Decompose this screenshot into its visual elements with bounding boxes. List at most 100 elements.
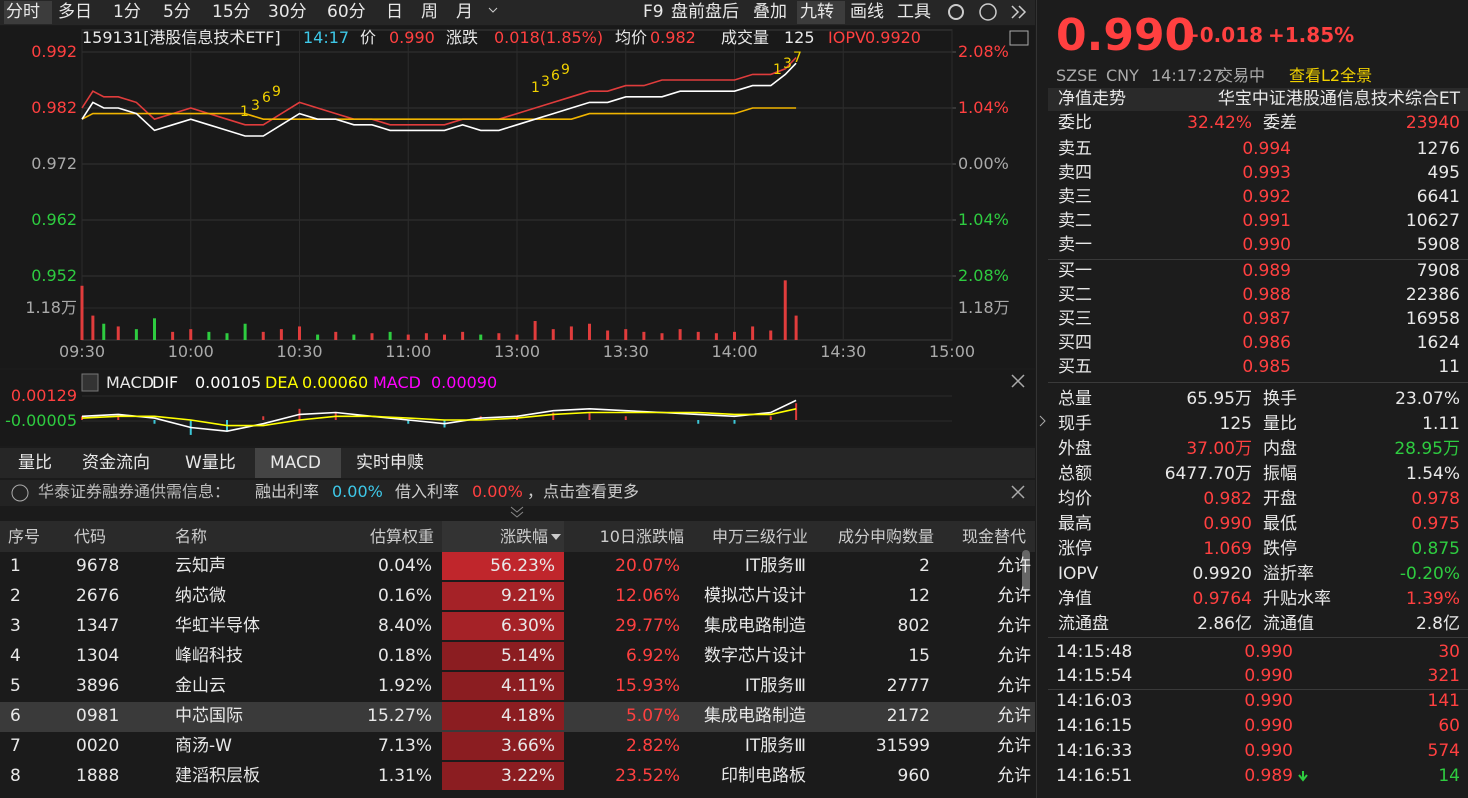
table-cell: 15.93%: [615, 675, 680, 696]
stat-value: 37.00万: [1186, 438, 1252, 459]
trade-time: 14:16:03: [1056, 691, 1133, 712]
stat-label: 内盘: [1263, 438, 1297, 459]
settings-icon[interactable]: [948, 4, 964, 20]
l2-link[interactable]: 查看L2全景: [1289, 66, 1373, 85]
period-tab[interactable]: 1分: [113, 1, 141, 22]
table-cell: 3.22%: [500, 765, 555, 786]
column-header[interactable]: 代码: [74, 527, 107, 546]
scrollbar[interactable]: [1022, 550, 1030, 592]
trade-time: 14:15:48: [1056, 641, 1133, 662]
column-header[interactable]: 现金替代: [962, 527, 1027, 546]
sequence-marker: 3: [541, 74, 550, 90]
stat-value: 0.975: [1411, 513, 1460, 534]
book-label: 卖二: [1058, 210, 1092, 231]
change-cell: [442, 702, 564, 730]
volume-bar: [714, 333, 718, 340]
table-cell: 金山云: [175, 675, 226, 696]
notice-borrow-label: 借入利率: [395, 482, 460, 501]
column-header[interactable]: 10日涨跌幅: [599, 527, 684, 546]
nav-tab[interactable]: 净值走势: [1058, 88, 1126, 109]
period-tab[interactable]: 分时: [6, 1, 40, 22]
period-tab[interactable]: 30分: [268, 1, 307, 22]
book-volume: 10627: [1405, 210, 1460, 231]
volume-bar: [261, 331, 265, 340]
trade-volume: 14: [1438, 765, 1460, 786]
column-header[interactable]: 涨跌幅: [499, 527, 548, 546]
price-line: [81, 57, 797, 126]
table-cell: 29.77%: [615, 615, 680, 636]
stat-value: 1.54%: [1405, 463, 1460, 484]
help-box[interactable]: [81, 373, 99, 392]
book-label: 买二: [1058, 284, 1092, 305]
column-header[interactable]: 估算权重: [369, 527, 434, 546]
close-icon[interactable]: [1011, 485, 1025, 499]
column-header[interactable]: 序号: [8, 527, 41, 546]
volume-bar: [678, 329, 682, 340]
stat-label: 最高: [1058, 513, 1092, 534]
trade-price: 0.990: [1244, 641, 1293, 662]
period-tab[interactable]: 15分: [212, 1, 251, 22]
tool-button[interactable]: 工具: [897, 1, 931, 22]
expand-icon[interactable]: [1011, 5, 1027, 19]
expand-arrow[interactable]: [510, 506, 524, 518]
close-icon[interactable]: [1011, 374, 1025, 388]
volume-bar: [479, 334, 483, 340]
table-cell: 云知声: [175, 555, 226, 576]
sequence-marker: 1: [240, 104, 249, 120]
indicator-tab[interactable]: 量比: [18, 452, 52, 473]
table-cell: 23.52%: [615, 765, 680, 786]
dropdown-icon[interactable]: [488, 7, 498, 13]
period-tab[interactable]: 5分: [163, 1, 191, 22]
column-header[interactable]: 名称: [175, 527, 208, 546]
table-cell: 3896: [76, 675, 120, 696]
indicator-tab[interactable]: MACD: [270, 452, 321, 473]
period-tab[interactable]: 60分: [327, 1, 366, 22]
column-header[interactable]: 申万三级行业: [711, 527, 808, 546]
help-icon[interactable]: [979, 3, 997, 21]
trade-price: 0.990: [1244, 691, 1293, 712]
indicator-tab[interactable]: 实时申赎: [356, 452, 424, 473]
book-volume: 22386: [1405, 284, 1460, 305]
table-cell: 建滔积层板: [175, 765, 260, 786]
ratio-value: 32.42%: [1187, 112, 1252, 133]
collapse-icon[interactable]: [1039, 415, 1046, 427]
indicator-tab[interactable]: 资金流向: [82, 452, 150, 473]
book-label: 买四: [1058, 332, 1092, 353]
table-cell: 0.18%: [377, 645, 432, 666]
volume-bar: [243, 323, 247, 340]
table-cell: IT服务Ⅲ: [744, 555, 806, 576]
period-tab[interactable]: 月: [456, 1, 473, 22]
tool-button[interactable]: 画线: [850, 1, 884, 22]
book-volume: 11: [1438, 356, 1460, 377]
tool-button[interactable]: 盘前盘后: [671, 1, 739, 22]
tool-button[interactable]: 九转: [800, 1, 834, 22]
notice-lend-label: 融出利率: [255, 482, 320, 501]
column-header[interactable]: 成分申购数量: [837, 527, 934, 546]
y2-tick-label: 1.04%: [958, 98, 1009, 117]
period-tab[interactable]: 日: [386, 1, 403, 22]
period-tab[interactable]: 周: [421, 1, 438, 22]
trade-price: 0.989: [1244, 765, 1293, 786]
notice-more[interactable]: ，点击查看更多: [527, 482, 640, 501]
period-tab[interactable]: 多日: [58, 1, 92, 22]
nav-band: [1048, 88, 1468, 111]
table-cell: 允许: [997, 765, 1031, 786]
y2-tick-label: 1.04%: [958, 210, 1009, 229]
change-cell: [442, 672, 564, 700]
change-cell: [442, 552, 564, 580]
trade-time: 14:16:51: [1056, 765, 1133, 786]
table-cell: 3: [10, 615, 21, 636]
tool-button[interactable]: F9: [643, 1, 664, 22]
tool-button[interactable]: 叠加: [753, 1, 787, 22]
indicator-tab[interactable]: W量比: [185, 452, 236, 473]
volume-bar: [733, 331, 736, 340]
table-cell: 8: [10, 765, 21, 786]
table-cell: 7.13%: [377, 735, 432, 756]
window-icon[interactable]: [1009, 30, 1029, 46]
sequence-marker: 3: [251, 98, 260, 114]
stat-label: IOPV: [1058, 563, 1099, 584]
table-cell: 6.92%: [625, 645, 680, 666]
sequence-marker: 9: [561, 62, 570, 78]
book-price: 0.990: [1242, 234, 1291, 255]
trade-time: 14:16:15: [1056, 715, 1133, 736]
